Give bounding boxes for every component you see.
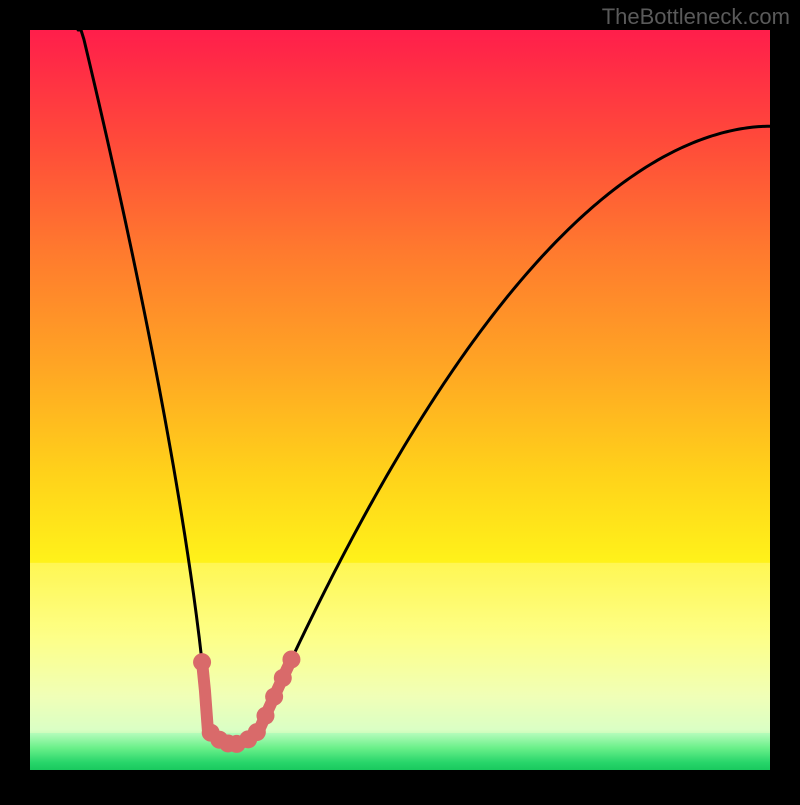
valley-marker-dot	[282, 650, 300, 668]
valley-marker-dot	[193, 653, 211, 671]
bottleneck-chart	[0, 0, 800, 800]
chart-container	[0, 0, 800, 800]
valley-marker-dot	[274, 669, 292, 687]
watermark-text: TheBottleneck.com	[602, 4, 790, 30]
valley-marker-dot	[265, 688, 283, 706]
valley-marker-dot	[248, 723, 266, 741]
valley-marker-dot	[256, 707, 274, 725]
